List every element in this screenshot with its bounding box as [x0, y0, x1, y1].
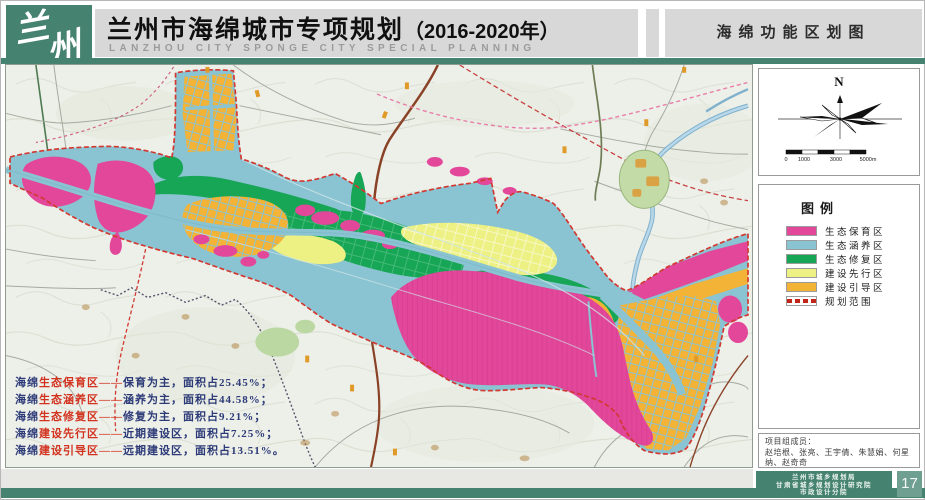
zone-eco-reserve	[21, 156, 749, 446]
title-year: （2016-2020年）	[404, 21, 560, 43]
admin-boundary-pink	[376, 81, 749, 129]
page-subtitle-en: LANZHOU CITY SPONGE CITY SPECIAL PLANNIN…	[109, 43, 536, 54]
swatch-eco-conserve	[786, 239, 817, 250]
map-canvas	[6, 65, 752, 467]
org-line: 市政设计分院	[800, 489, 848, 497]
swatch-eco-reserve	[786, 225, 817, 236]
bottom-green-bar	[1, 488, 925, 498]
org-line: 兰州市城乡规划局	[792, 474, 856, 481]
bottom-gap-strip	[1, 469, 753, 488]
legend-item-planning-boundary: 规划范围	[786, 295, 919, 308]
svg-text:5000m: 5000m	[860, 157, 877, 163]
stat-line: 海绵建设先行区——近期建设区，面积占7.25%；	[15, 428, 279, 440]
zone-build-guide	[182, 73, 749, 451]
logo-char-2: 州	[42, 25, 86, 58]
road-markers	[205, 66, 699, 456]
title-box: 兰州市海绵城市专项规划（2016-2020年） LANZHOU CITY SPO…	[95, 9, 638, 57]
zone-build-first	[267, 222, 558, 276]
swatch-planning-boundary	[786, 295, 817, 306]
svg-text:1000: 1000	[798, 157, 810, 163]
page-title: 兰州市海绵城市专项规划（2016-2020年）	[107, 10, 560, 46]
legend-item-build-guide: 建设引导区	[786, 281, 919, 294]
legend-item-eco-restore: 生态修复区	[786, 253, 919, 266]
planning-map: 海绵生态保育区——保育为主，面积占25.45%； 海绵生态涵养区——涵养为主，面…	[5, 64, 753, 468]
yellow-river	[6, 74, 686, 396]
swatch-eco-restore	[786, 253, 817, 264]
railway-line	[459, 65, 749, 202]
zone-statistics: 海绵生态保育区——保育为主，面积占25.45%； 海绵生态涵养区——涵养为主，面…	[15, 375, 285, 460]
project-team-members: 赵培根、张亮、王宇倩、朱慧娟、何星纳、赵奇奇	[765, 447, 910, 468]
header-green-bar	[1, 58, 925, 64]
rail-and-admin-boundaries	[35, 65, 749, 432]
org-line: 甘肃省城乡规划设计研究院	[776, 481, 872, 489]
north-label: N	[834, 74, 844, 89]
project-team-label: 项目组成员：	[765, 437, 816, 446]
terrain-spots	[81, 178, 729, 462]
lanzhou-logo: 兰 州	[6, 5, 92, 58]
light-green-patches	[255, 319, 316, 357]
satellite-town	[618, 149, 670, 209]
legend-box: 图例 生态保育区 生态涵养区 生态修复区 建设先行区 建设引导区 规划范围	[758, 184, 920, 429]
project-team-box: 项目组成员： 赵培根、张亮、王宇倩、朱慧娟、何星纳、赵奇奇	[758, 433, 920, 468]
compass-rose-icon	[778, 95, 902, 139]
svg-text:0: 0	[784, 157, 787, 163]
page-number: 17	[897, 471, 922, 497]
legend-title: 图例	[801, 201, 840, 216]
swatch-build-first	[786, 267, 817, 278]
map-sheet-title-box: 海绵功能区划图	[665, 9, 922, 57]
footer-organization: 兰州市城乡规划局 甘肃省城乡规划设计研究院 市政设计分院	[756, 471, 892, 497]
title-main: 兰州市海绵城市专项规划	[107, 16, 405, 44]
stat-line: 海绵生态修复区——修复为主，面积占9.21%；	[15, 411, 267, 423]
swatch-build-guide	[786, 281, 817, 292]
scale-bar: 0 1000 3000 5000m	[784, 149, 877, 163]
legend-item-eco-conserve: 生态涵养区	[786, 239, 919, 252]
stat-line: 海绵建设引导区——远期建设区，面积占13.51%。	[15, 445, 285, 457]
legend-item-eco-reserve: 生态保育区	[786, 225, 919, 238]
svg-text:3000: 3000	[830, 157, 842, 163]
stat-line: 海绵生态保育区——保育为主，面积占25.45%；	[15, 377, 273, 389]
stat-line: 海绵生态涵养区——涵养为主，面积占44.58%；	[15, 394, 273, 406]
map-sheet-title: 海绵功能区划图	[716, 24, 871, 41]
legend-item-build-first: 建设先行区	[786, 267, 919, 280]
compass-scale-box: N 0 1000 3000 5000m	[758, 68, 920, 176]
header-divider-strip	[646, 9, 659, 57]
